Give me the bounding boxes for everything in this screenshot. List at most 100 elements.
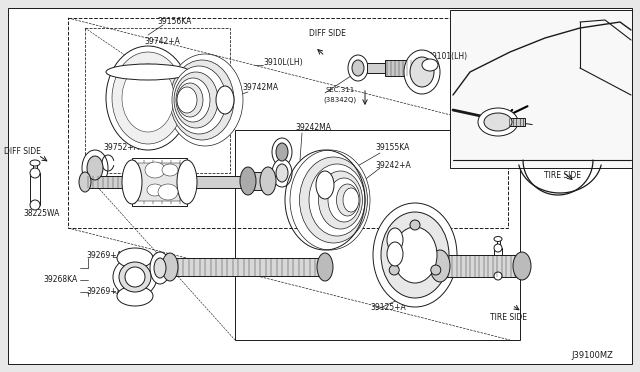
Ellipse shape: [272, 138, 292, 166]
Ellipse shape: [30, 160, 40, 166]
Ellipse shape: [381, 212, 449, 298]
Ellipse shape: [177, 83, 203, 117]
Ellipse shape: [30, 200, 40, 210]
Bar: [138, 163, 180, 201]
Text: 39742MA: 39742MA: [242, 83, 278, 93]
Ellipse shape: [389, 265, 399, 275]
Text: DIFF SIDE: DIFF SIDE: [308, 29, 346, 38]
Bar: [367, 63, 422, 73]
Text: DIFF SIDE: DIFF SIDE: [4, 148, 40, 157]
Text: J39100MZ: J39100MZ: [571, 352, 613, 360]
Ellipse shape: [404, 50, 440, 94]
Ellipse shape: [172, 66, 226, 134]
Ellipse shape: [113, 257, 157, 297]
Ellipse shape: [162, 253, 178, 281]
Ellipse shape: [117, 286, 153, 306]
Ellipse shape: [352, 60, 364, 76]
Ellipse shape: [145, 162, 165, 178]
Ellipse shape: [158, 184, 178, 200]
Ellipse shape: [30, 168, 40, 178]
Ellipse shape: [478, 108, 518, 136]
Bar: [68, 18, 508, 228]
Ellipse shape: [176, 78, 210, 122]
Bar: [507, 118, 525, 126]
Ellipse shape: [240, 167, 256, 195]
Text: 39742+A: 39742+A: [144, 38, 180, 46]
Ellipse shape: [494, 272, 502, 280]
Bar: [33, 163, 37, 175]
Ellipse shape: [430, 250, 450, 282]
Ellipse shape: [272, 159, 292, 187]
Bar: [450, 10, 632, 168]
Ellipse shape: [87, 156, 103, 180]
Text: 39155KA: 39155KA: [376, 144, 410, 153]
Ellipse shape: [106, 64, 190, 80]
Bar: [235, 130, 520, 340]
Ellipse shape: [387, 242, 403, 266]
Ellipse shape: [122, 160, 142, 204]
Ellipse shape: [373, 203, 457, 307]
Bar: [440, 255, 522, 277]
Bar: [85, 176, 132, 188]
Ellipse shape: [154, 258, 166, 278]
Ellipse shape: [112, 52, 184, 144]
Text: 39101(LH): 39101(LH): [427, 51, 467, 61]
Ellipse shape: [410, 57, 434, 87]
Ellipse shape: [276, 164, 288, 182]
Ellipse shape: [316, 171, 334, 199]
Text: 3910L(LH): 3910L(LH): [263, 58, 303, 67]
Ellipse shape: [309, 164, 365, 236]
Bar: [132, 158, 187, 206]
Bar: [30, 173, 40, 205]
Bar: [385, 60, 415, 76]
Bar: [248, 172, 268, 190]
Bar: [497, 239, 499, 249]
Text: 39242MA: 39242MA: [295, 124, 331, 132]
Text: TIRE SIDE: TIRE SIDE: [490, 314, 527, 323]
Ellipse shape: [122, 64, 174, 132]
Ellipse shape: [82, 150, 108, 186]
Ellipse shape: [513, 252, 531, 280]
Ellipse shape: [162, 164, 178, 176]
Ellipse shape: [276, 143, 288, 161]
Ellipse shape: [167, 54, 243, 146]
Ellipse shape: [387, 228, 403, 252]
Text: 39156KA: 39156KA: [158, 17, 192, 26]
Ellipse shape: [317, 253, 333, 281]
Ellipse shape: [177, 160, 197, 204]
Text: (38342Q): (38342Q): [323, 97, 356, 103]
Ellipse shape: [119, 262, 151, 292]
Ellipse shape: [147, 184, 163, 196]
Ellipse shape: [393, 227, 437, 283]
Text: 39234+A: 39234+A: [404, 214, 440, 222]
Bar: [85, 28, 230, 173]
Ellipse shape: [260, 167, 276, 195]
Ellipse shape: [348, 55, 368, 81]
Ellipse shape: [494, 244, 502, 252]
Text: 39125+A: 39125+A: [370, 304, 406, 312]
Ellipse shape: [422, 59, 438, 71]
Text: 39269+A: 39269+A: [86, 288, 122, 296]
Text: TIRE SIDE: TIRE SIDE: [543, 170, 580, 180]
Ellipse shape: [216, 86, 234, 114]
Ellipse shape: [484, 113, 512, 131]
Text: 39752+A: 39752+A: [103, 144, 139, 153]
Ellipse shape: [174, 72, 218, 128]
Text: 39269+A: 39269+A: [86, 250, 122, 260]
Text: 39268KA: 39268KA: [44, 276, 78, 285]
Text: 38225WA: 38225WA: [24, 208, 60, 218]
Ellipse shape: [300, 157, 367, 243]
Bar: [170, 258, 325, 276]
Ellipse shape: [150, 252, 170, 284]
Ellipse shape: [170, 60, 234, 140]
Ellipse shape: [337, 184, 358, 216]
Bar: [494, 248, 502, 276]
Ellipse shape: [290, 150, 370, 250]
Ellipse shape: [79, 172, 91, 192]
Ellipse shape: [177, 87, 197, 113]
Ellipse shape: [319, 171, 362, 229]
Ellipse shape: [125, 267, 145, 287]
Ellipse shape: [494, 237, 502, 241]
Ellipse shape: [106, 46, 190, 150]
Ellipse shape: [343, 188, 359, 212]
